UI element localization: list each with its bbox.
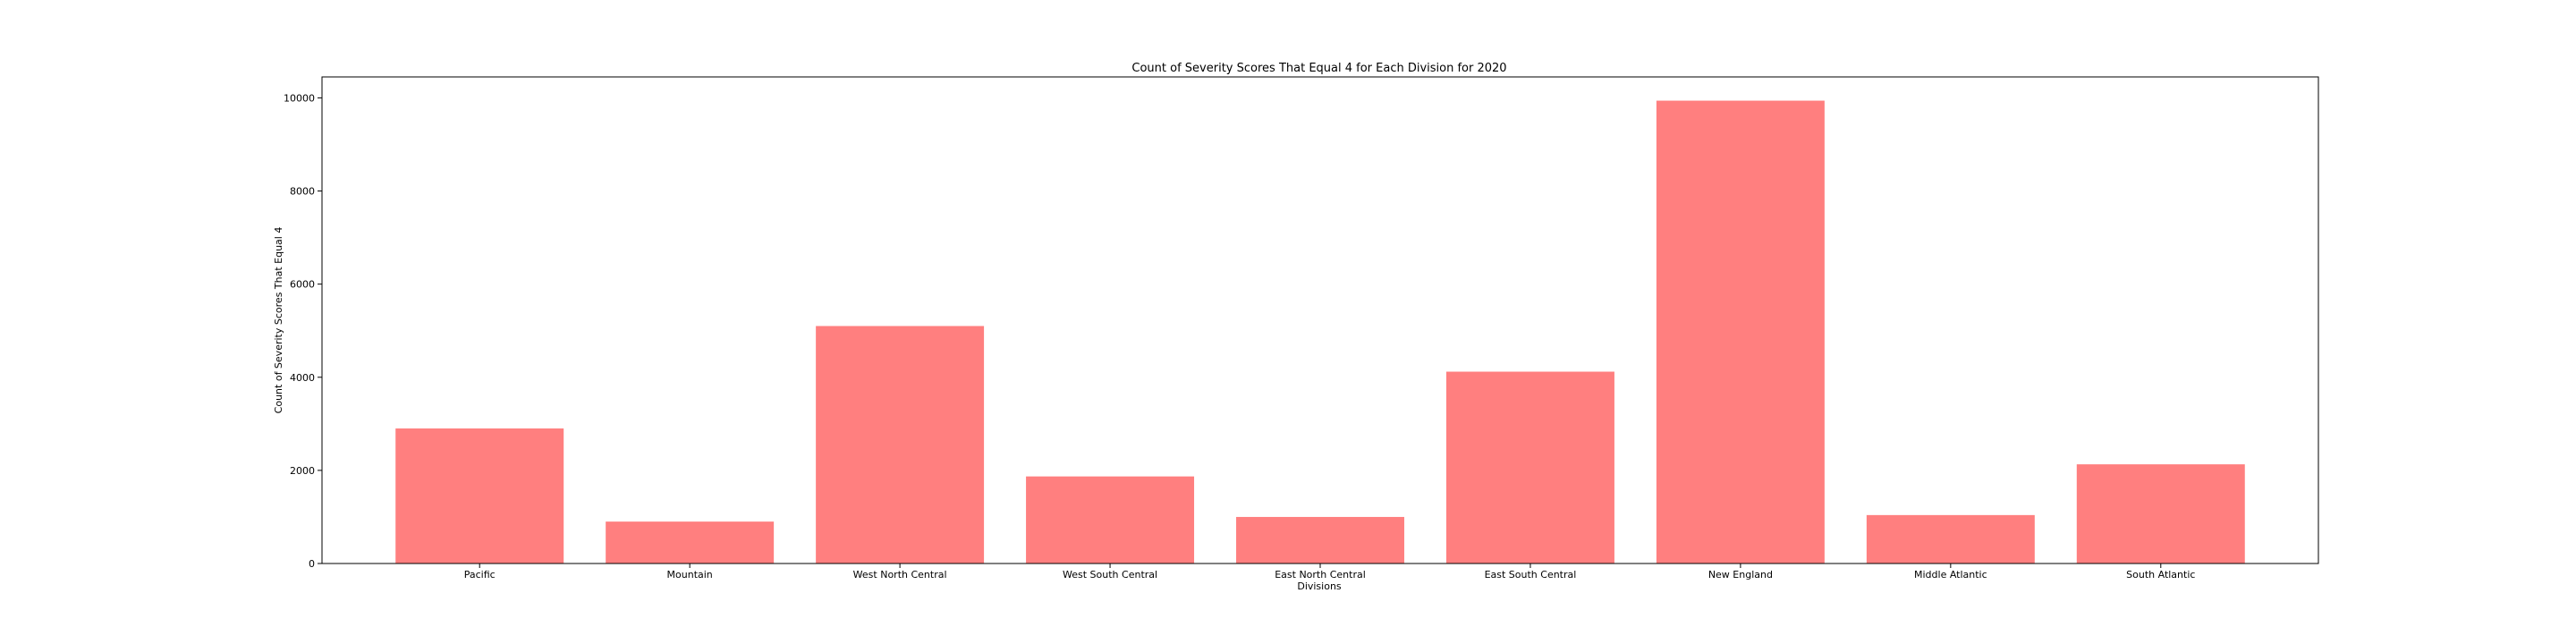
y-tick-label: 2000 — [290, 465, 315, 477]
bar-west-north-central — [816, 326, 985, 564]
x-tick-label: East South Central — [1485, 569, 1577, 580]
bar-pacific — [395, 428, 564, 564]
bar-middle-atlantic — [1866, 514, 2035, 564]
x-axis-ticks: Pacific Mountain West North Central West So… — [464, 564, 2195, 580]
x-axis-label: Divisions — [1297, 580, 1342, 592]
x-tick-label: New England — [1708, 569, 1773, 580]
x-tick-label: Middle Atlantic — [1914, 569, 1987, 580]
bar-south-atlantic — [2076, 464, 2245, 564]
x-tick-label: Mountain — [667, 569, 713, 580]
bar-mountain — [606, 521, 775, 564]
y-tick-label: 4000 — [290, 372, 315, 384]
y-tick-label: 8000 — [290, 186, 315, 198]
y-tick-label: 6000 — [290, 279, 315, 291]
x-tick-label: West North Central — [853, 569, 947, 580]
x-tick-label: East North Central — [1275, 569, 1366, 580]
bar-west-south-central — [1026, 476, 1195, 564]
x-tick-label: Pacific — [464, 569, 496, 580]
x-tick-label: South Atlantic — [2126, 569, 2195, 580]
bars-group — [395, 100, 2245, 564]
y-axis-label: Count of Severity Scores That Equal 4 — [273, 227, 284, 414]
bar-east-north-central — [1236, 516, 1404, 564]
x-tick-label: West South Central — [1063, 569, 1157, 580]
y-tick-label: 10000 — [284, 92, 315, 104]
y-tick-label: 0 — [309, 558, 315, 570]
plot-frame — [321, 76, 2319, 564]
bar-east-south-central — [1445, 371, 1614, 564]
y-axis-ticks: 0 2000 4000 6000 8000 10000 — [284, 92, 322, 570]
bar-new-england — [1656, 100, 1825, 564]
chart-title: Count of Severity Scores That Equal 4 fo… — [1131, 62, 1506, 75]
